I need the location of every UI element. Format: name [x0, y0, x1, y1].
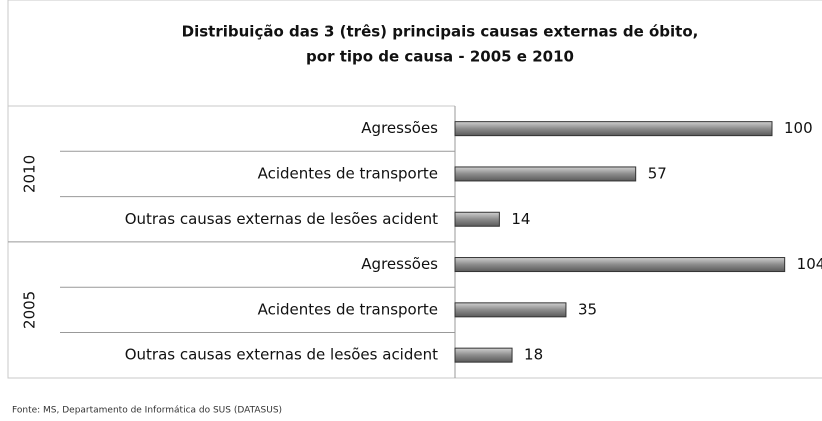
category-label: Outras causas externas de lesões acident — [125, 346, 438, 364]
bar — [454, 347, 513, 363]
bar — [454, 302, 567, 318]
value-label: 57 — [648, 164, 667, 182]
bar — [454, 211, 500, 227]
chart-title: por tipo de causa - 2005 e 2010 — [306, 48, 574, 66]
group-label: 2005 — [21, 291, 39, 329]
bar — [454, 166, 637, 182]
group-label: 2010 — [21, 155, 39, 193]
bar — [454, 121, 773, 137]
category-label: Outras causas externas de lesões acident — [125, 210, 438, 228]
chart-frame — [7, 0, 822, 379]
value-label: 104 — [797, 255, 822, 273]
value-label: 18 — [524, 346, 543, 364]
category-label: Acidentes de transporte — [258, 164, 438, 182]
value-label: 100 — [784, 119, 813, 137]
value-label: 14 — [511, 210, 530, 228]
bar — [454, 257, 786, 273]
category-label: Agressões — [361, 119, 438, 137]
category-label: Agressões — [361, 255, 438, 273]
category-label: Acidentes de transporte — [258, 300, 438, 318]
source-note: Fonte: MS, Departamento de Informática d… — [12, 406, 282, 416]
chart-title: Distribuição das 3 (três) principais cau… — [182, 23, 699, 41]
value-label: 35 — [578, 300, 597, 318]
